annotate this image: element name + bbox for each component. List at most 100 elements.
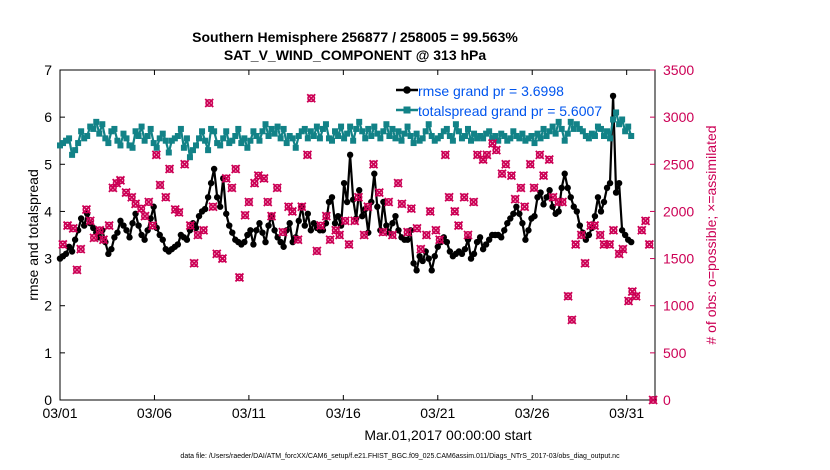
obs-assimilated-point-x2: [440, 150, 450, 160]
obs-assimilated-point: [450, 206, 460, 217]
obs-assimilated-point: [406, 203, 416, 214]
x-axis-label: Mar.01,2017 00:00:00 start: [364, 427, 531, 443]
obs-assimilated-point-x2: [497, 169, 507, 179]
obs-assimilated-point-x2: [266, 211, 277, 221]
rmse-point: [301, 222, 308, 229]
totalspread-point: [483, 130, 490, 137]
rmse-point: [389, 220, 396, 227]
rmse-point: [359, 212, 366, 220]
totalspread-point: [455, 128, 462, 135]
obs-assimilated-point-circle: [581, 259, 590, 268]
rmse-point: [612, 189, 620, 196]
obs-assimilated-point-x2: [151, 150, 161, 160]
obs-assimilated-point-x2: [85, 216, 95, 226]
obs-assimilated-point-circle: [618, 245, 627, 254]
totalspread-point: [78, 128, 85, 135]
obs-assimilated-point: [151, 150, 161, 160]
obs-assimilated-point-x2: [198, 225, 209, 235]
obs-assimilated-point: [387, 230, 398, 240]
obs-assimilated-point-x2: [580, 258, 590, 268]
obs-assimilated-point-circle: [497, 169, 506, 178]
rmse-point: [380, 198, 387, 206]
obs-assimilated-point-x2: [272, 183, 282, 193]
obs-assimilated-point-circle: [297, 202, 306, 211]
totalspread-point: [465, 125, 471, 132]
rmse-point: [603, 184, 611, 192]
totalspread-point: [99, 121, 106, 128]
obs-assimilated-point: [425, 206, 435, 217]
legend: rmse grand pr = 3.6998 totalspread grand…: [396, 83, 602, 119]
obs-assimilated-point-x2: [393, 178, 403, 188]
rmse-point: [343, 198, 351, 206]
obs-assimilated-point: [501, 159, 511, 169]
totalspread-point: [501, 133, 508, 139]
rmse-point: [513, 203, 520, 210]
totalspread-point: [232, 133, 239, 139]
totalspread-point: [591, 133, 598, 139]
obs-assimilated-point: [140, 211, 150, 221]
totalspread-point: [126, 142, 133, 149]
obs-assimilated-point-x2: [631, 291, 641, 301]
obs-assimilated-point-circle: [131, 199, 140, 208]
obs-assimilated-point: [263, 197, 273, 207]
totalspread-point: [579, 128, 586, 135]
obs-assimilated-point-circle: [86, 216, 95, 225]
x-tick-label: 03/01: [42, 405, 77, 421]
rmse-point: [516, 210, 523, 217]
y-axis-label: rmse and totalspread: [25, 169, 41, 301]
obs-assimilated-point-x2: [363, 202, 373, 212]
obs-assimilated-point-circle: [460, 193, 469, 202]
obs-assimilated-point-circle: [212, 249, 221, 258]
obs-assimilated-point-x2: [161, 192, 171, 202]
obs-assimilated-point: [174, 207, 184, 218]
obs-assimilated-point-circle: [609, 226, 618, 235]
obs-assimilated-point-x2: [557, 197, 568, 207]
obs-assimilated-point: [353, 192, 364, 202]
totalspread-point: [307, 128, 314, 135]
totalspread-point: [628, 133, 635, 139]
obs-assimilated-point-circle: [605, 240, 614, 249]
totalspread-point: [177, 125, 184, 132]
totalspread-point: [371, 123, 378, 130]
obs-assimilated-point: [384, 197, 394, 207]
totalspread-point: [492, 133, 499, 139]
obs-assimilated-point-circle: [548, 193, 557, 202]
rmse-point: [561, 170, 568, 177]
obs-assimilated-point: [571, 239, 581, 250]
rmse-point: [558, 184, 565, 192]
obs-assimilated-point: [431, 225, 441, 235]
obs-assimilated-point-circle: [394, 179, 403, 188]
totalspread-point: [313, 123, 320, 130]
obs-assimilated-point-circle: [284, 202, 293, 211]
obs-assimilated-point: [359, 230, 369, 240]
obs-assimilated-point-circle: [344, 240, 353, 249]
obs-assimilated-point-circle: [244, 198, 253, 207]
totalspread-point: [250, 128, 257, 135]
totalspread-point: [223, 128, 230, 135]
totalspread-point: [138, 123, 145, 130]
totalspread-point: [383, 121, 390, 128]
totalspread-point: [211, 128, 218, 135]
obs-assimilated-point-circle: [558, 198, 567, 207]
rmse-point: [434, 243, 441, 250]
totalspread-point: [329, 137, 335, 144]
obs-assimilated-point-x2: [283, 202, 294, 212]
rmse-point: [458, 250, 466, 258]
rmse-point: [621, 231, 629, 239]
obs-assimilated-point-circle: [250, 179, 259, 188]
obs-assimilated-point-x2: [231, 164, 241, 174]
totalspread-point: [202, 137, 209, 144]
rmse-point: [374, 203, 381, 210]
obs-assimilated-point-x2: [115, 175, 126, 185]
obs-assimilated-point-x2: [104, 220, 114, 231]
y2-tick-label: 3500: [663, 62, 694, 78]
totalspread-point: [310, 133, 317, 139]
rmse-point: [108, 245, 115, 253]
obs-assimilated-point-circle: [73, 265, 82, 274]
obs-assimilated-point-x2: [387, 230, 398, 240]
rmse-point: [546, 187, 553, 194]
obs-assimilated-point: [278, 227, 288, 237]
obs-assimilated-point: [640, 216, 651, 226]
rmse-point: [371, 170, 378, 177]
totalspread-point: [238, 140, 245, 147]
